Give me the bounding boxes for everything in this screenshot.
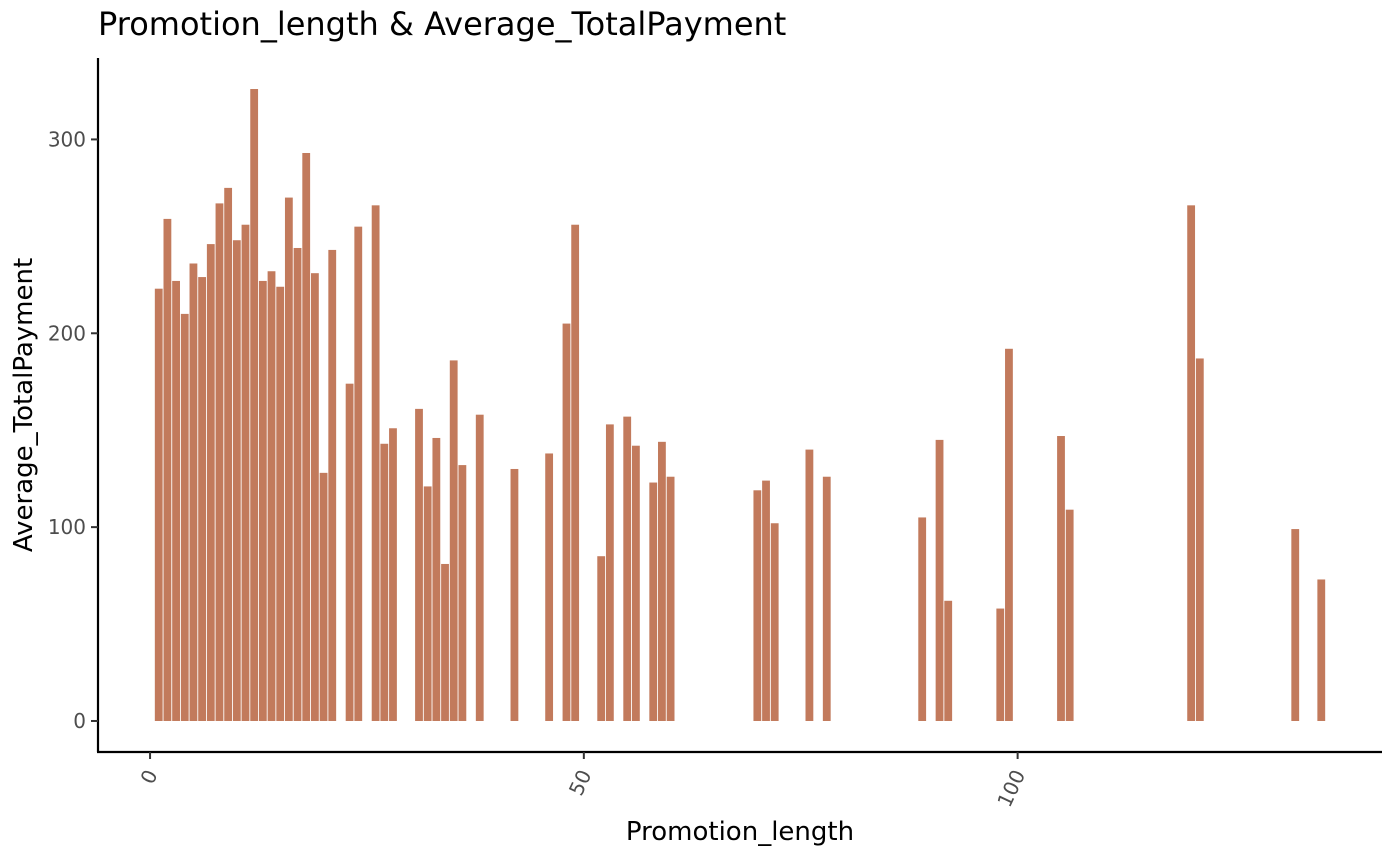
bar-promotion-15: [276, 286, 285, 721]
x-axis-title: Promotion_length: [626, 817, 854, 847]
bar-promotion-42: [510, 468, 519, 721]
bar-promotion-91: [935, 439, 944, 721]
bar-promotion-12: [250, 89, 259, 721]
bar-promotion-3: [172, 280, 180, 721]
bar-promotion-59: [658, 441, 666, 721]
bar-promotion-33: [432, 437, 441, 721]
bar-promotion-55: [623, 416, 632, 721]
bar-promotion-17: [293, 247, 302, 721]
bar-promotion-135: [1317, 579, 1326, 721]
bar-promotion-70: [753, 490, 762, 721]
bar-promotion-46: [545, 453, 554, 721]
x-tick-label: 0: [135, 766, 162, 788]
bar-promotion-27: [380, 443, 389, 721]
y-axis-title: Average_TotalPayment: [9, 258, 39, 552]
bar-promotion-52: [597, 556, 606, 721]
bar-promotion-11: [241, 224, 250, 721]
bar-promotion-19: [310, 273, 319, 721]
bar-promotion-5: [189, 263, 198, 721]
bar-promotion-34: [441, 563, 449, 721]
y-tick-label: 100: [48, 515, 86, 539]
bar-promotion-6: [198, 277, 207, 721]
bar-promotion-58: [649, 482, 658, 721]
bar-promotion-71: [762, 480, 770, 721]
y-tick-label: 200: [48, 321, 86, 345]
bar-promotion-105: [1057, 436, 1065, 721]
y-tick-label: 300: [48, 127, 86, 151]
bar-promotion-60: [666, 476, 675, 721]
bar-promotion-89: [918, 517, 927, 721]
bar-promotion-23: [345, 383, 354, 721]
bar-promotion-8: [215, 203, 224, 721]
bar-promotion-99: [1005, 348, 1013, 721]
x-tick-label: 100: [992, 766, 1030, 811]
bar-promotion-35: [449, 360, 458, 721]
bar-promotion-14: [267, 271, 276, 721]
bar-promotion-48: [562, 323, 571, 721]
bar-promotion-36: [458, 465, 467, 721]
bar-promotion-56: [631, 445, 640, 721]
bar-promotion-2: [163, 218, 172, 721]
y-ticks: 0 100 200 300: [48, 127, 98, 733]
bar-promotion-92: [944, 600, 953, 721]
bar-promotion-32: [423, 486, 432, 721]
bar-promotion-7: [206, 244, 215, 721]
bar-promotion-10: [232, 240, 241, 721]
chart-title: Promotion_length & Average_TotalPayment: [98, 5, 786, 43]
bar-promotion-72: [770, 523, 779, 721]
bar-promotion-38: [475, 414, 484, 721]
bar-promotion-121: [1195, 358, 1204, 721]
bar-promotion-1: [154, 288, 163, 721]
bar-promotion-20: [319, 472, 328, 721]
bar-promotion-31: [415, 408, 423, 721]
bar-promotion-132: [1291, 529, 1300, 721]
x-tick-label: 50: [564, 766, 597, 799]
bar-promotion-78: [822, 476, 831, 721]
bar-promotion-13: [258, 280, 267, 721]
bar-promotion-28: [389, 428, 397, 721]
bar-promotion-9: [224, 187, 233, 721]
bar-promotion-21: [328, 249, 337, 721]
bar-promotion-24: [354, 226, 363, 721]
bar-promotion-106: [1065, 509, 1074, 721]
bar-promotion-76: [805, 449, 814, 721]
bar-promotion-26: [371, 205, 380, 721]
bar-promotion-53: [605, 424, 614, 721]
bar-promotion-4: [180, 313, 189, 721]
bar-promotion-18: [302, 152, 311, 721]
bar-promotion-120: [1187, 205, 1196, 721]
bar-promotion-98: [996, 608, 1005, 721]
bar-promotion-49: [571, 224, 580, 721]
bars-group: [154, 89, 1326, 721]
x-ticks: 0 50 100: [135, 752, 1030, 811]
y-tick-label: 0: [73, 709, 86, 733]
bar-promotion-16: [284, 197, 293, 721]
